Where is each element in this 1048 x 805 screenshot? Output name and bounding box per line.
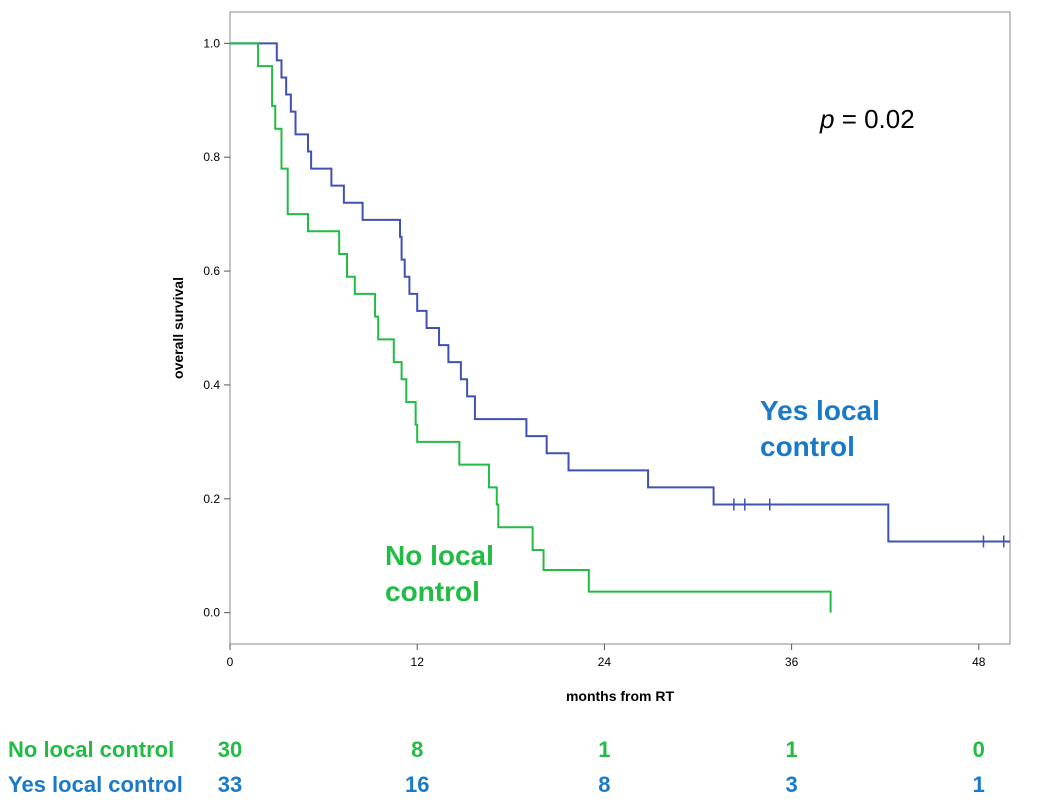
series-label-line: No local [385, 540, 494, 571]
series-labels: Yes local control No local control [385, 395, 880, 607]
series-label-0: Yes local control [760, 395, 880, 462]
series-label-1: No local control [385, 540, 494, 607]
number-at-risk-table: No local control 30 8 1 1 0 Yes local control 3… [8, 737, 985, 797]
x-tick-label: 12 [411, 655, 425, 669]
risk-count: 30 [218, 737, 242, 762]
risk-row-label: No local control [8, 737, 174, 762]
x-tick-label: 0 [227, 655, 234, 669]
p-symbol: p [819, 104, 834, 134]
x-tick-label: 48 [972, 655, 986, 669]
y-tick-label: 1.0 [203, 36, 220, 50]
risk-count: 8 [598, 772, 610, 797]
y-axis-title: overall survival [170, 277, 186, 379]
risk-row-label: Yes local control [8, 772, 183, 797]
x-tick-label: 36 [785, 655, 799, 669]
p-value-annotation: p = 0.02 [819, 104, 915, 134]
y-tick-label: 0.2 [203, 492, 220, 506]
survival-curve-0 [230, 42, 1010, 543]
y-tick-label: 0.6 [203, 264, 220, 278]
plot-frame [229, 11, 1011, 645]
risk-count: 1 [598, 737, 610, 762]
series-label-line: control [385, 576, 480, 607]
survival-curves [230, 42, 1010, 613]
risk-count: 16 [405, 772, 429, 797]
risk-count: 33 [218, 772, 242, 797]
y-tick-label: 0.0 [203, 606, 220, 620]
y-tick-label: 0.4 [203, 378, 220, 392]
series-label-line: Yes local [760, 395, 880, 426]
risk-count: 1 [973, 772, 985, 797]
y-tick-label: 0.8 [203, 150, 220, 164]
x-axis-title: months from RT [566, 688, 675, 704]
survival-curve-1 [230, 42, 832, 613]
risk-count: 0 [973, 737, 985, 762]
risk-count: 1 [785, 737, 797, 762]
x-axis: 0 12 24 36 48 [227, 644, 986, 669]
p-value-text: = 0.02 [834, 104, 914, 134]
risk-count: 3 [785, 772, 797, 797]
series-label-line: control [760, 431, 855, 462]
risk-count: 8 [411, 737, 423, 762]
x-tick-label: 24 [598, 655, 612, 669]
y-axis: 0.0 0.2 0.4 0.6 0.8 1.0 [203, 36, 230, 620]
